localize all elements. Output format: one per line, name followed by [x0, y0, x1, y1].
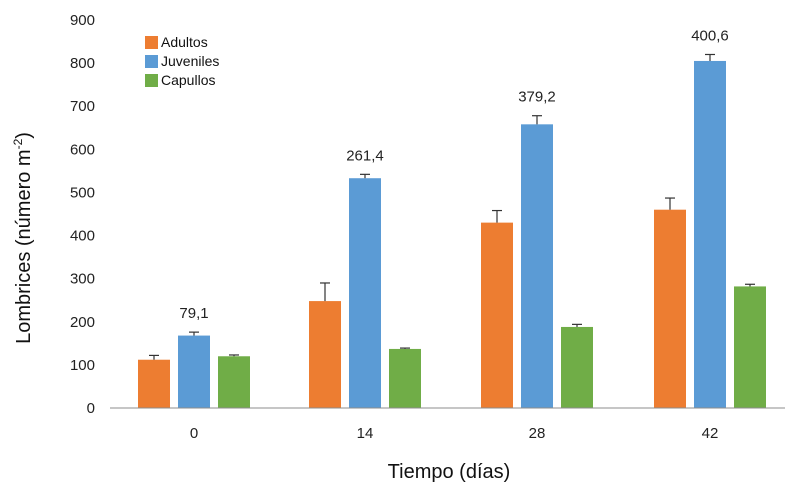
x-tick-label-42: 42: [702, 425, 719, 442]
bar-capullos-28: [561, 326, 593, 408]
annotation-14: 261,4: [346, 147, 384, 164]
annotation-28: 379,2: [518, 89, 556, 106]
y-tick-label: 0: [87, 400, 95, 417]
legend-label-capullos: Capullos: [161, 72, 215, 88]
y-tick-label: 300: [70, 271, 95, 288]
bars-group: [138, 60, 766, 408]
bar-juveniles-42: [694, 60, 726, 408]
y-tick-label: 500: [70, 184, 95, 201]
y-axis-title-main: Lombrices (número m: [13, 149, 35, 344]
bar-juveniles-0: [178, 335, 210, 408]
y-tick-label: 800: [70, 55, 95, 72]
bar-capullos-0: [218, 356, 250, 408]
x-axis-title: Tiempo (días): [388, 461, 511, 483]
bar-adultos-42: [654, 209, 686, 408]
y-axis-ticks: 0 100 200 300 400 500 600 700 800 900: [70, 12, 95, 417]
y-tick-label: 100: [70, 357, 95, 374]
y-tick-label: 400: [70, 228, 95, 245]
y-axis-title: Lombrices (número m-2): [11, 132, 35, 344]
x-tick-label-28: 28: [529, 425, 546, 442]
bar-capullos-42: [734, 286, 766, 408]
legend-swatch-juveniles: [145, 55, 158, 68]
annotation-labels: 79,1 261,4 379,2 400,6: [179, 27, 728, 322]
y-axis-title-close: ): [13, 132, 35, 139]
bar-capullos-14: [389, 348, 421, 408]
legend: Adultos Juveniles Capullos: [145, 34, 219, 88]
y-tick-label: 900: [70, 12, 95, 29]
y-tick-label: 700: [70, 98, 95, 115]
error-bars-group: [149, 53, 755, 360]
y-tick-label: 600: [70, 141, 95, 158]
bar-adultos-14: [309, 301, 341, 408]
bar-juveniles-28: [521, 124, 553, 408]
x-tick-label-0: 0: [190, 425, 198, 442]
annotation-42: 400,6: [691, 27, 729, 44]
legend-swatch-adultos: [145, 36, 158, 49]
bar-adultos-28: [481, 222, 513, 408]
legend-swatch-capullos: [145, 74, 158, 87]
y-axis-title-superscript: -2: [11, 138, 25, 149]
legend-label-adultos: Adultos: [161, 34, 208, 50]
bar-juveniles-14: [349, 178, 381, 408]
y-tick-label: 200: [70, 314, 95, 331]
x-tick-label-14: 14: [357, 425, 374, 442]
legend-label-juveniles: Juveniles: [161, 53, 219, 69]
x-axis-ticks: 0 14 28 42: [190, 425, 719, 442]
annotation-0: 79,1: [179, 305, 208, 322]
bar-adultos-0: [138, 359, 170, 408]
